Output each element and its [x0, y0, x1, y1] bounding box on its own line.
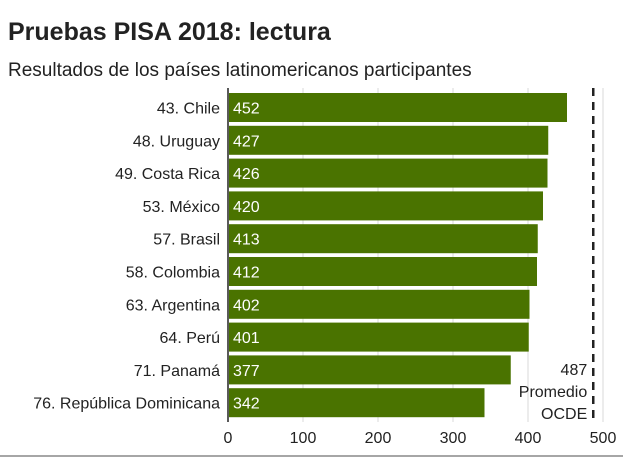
bar-value-label: 420 [233, 199, 260, 216]
category-label: 53. México [143, 199, 220, 216]
bar [229, 257, 537, 286]
x-tick-label: 200 [365, 430, 392, 447]
bar-value-label: 377 [233, 363, 260, 380]
reference-value-label: 487 [561, 362, 588, 379]
category-label: 49. Costa Rica [115, 166, 220, 183]
bar-value-label: 427 [233, 133, 260, 150]
bar [229, 322, 529, 352]
x-tick-label: 300 [440, 430, 467, 447]
bar [229, 289, 530, 319]
reference-label: Promedio [519, 384, 588, 401]
bar [229, 191, 543, 221]
x-tick-label: 100 [290, 430, 317, 447]
x-tick-label: 500 [590, 430, 617, 447]
bar-value-label: 402 [233, 297, 260, 314]
category-label: 71. Panamá [134, 363, 220, 380]
chart-title: Pruebas PISA 2018: lectura [8, 18, 331, 46]
bar [229, 355, 511, 385]
category-label: 48. Uruguay [133, 133, 220, 150]
reference-label: OCDE [541, 406, 587, 423]
category-label: 64. Perú [160, 330, 220, 347]
category-label: 63. Argentina [126, 297, 220, 314]
bar-value-label: 342 [233, 396, 260, 413]
x-tick-label: 400 [515, 430, 542, 447]
category-label: 57. Brasil [153, 232, 220, 249]
bar-value-label: 401 [233, 330, 260, 347]
category-label: 76. República Dominicana [33, 396, 220, 413]
bar-value-label: 452 [233, 101, 260, 118]
bar-value-label: 412 [233, 265, 260, 282]
bar [229, 158, 548, 188]
category-label: 58. Colombia [126, 265, 220, 282]
bar [229, 224, 538, 254]
chart-subtitle: Resultados de los países latinomericanos… [8, 60, 472, 81]
category-label: 43. Chile [157, 101, 220, 118]
bar [229, 125, 549, 155]
bar-value-label: 426 [233, 166, 260, 183]
bar [229, 93, 567, 122]
bar [229, 388, 485, 418]
bar-value-label: 413 [233, 232, 260, 249]
x-tick-label: 0 [224, 430, 233, 447]
